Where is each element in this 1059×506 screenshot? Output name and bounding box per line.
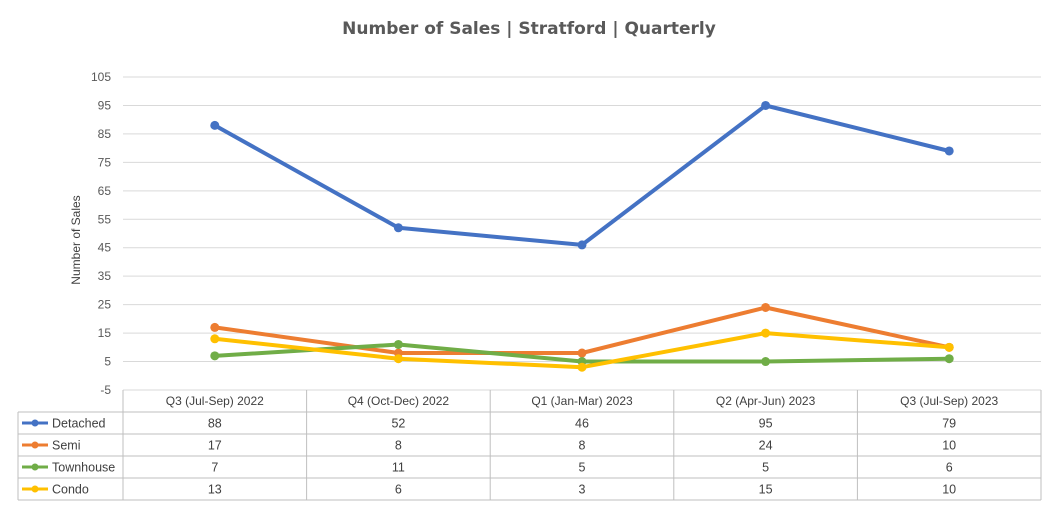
y-tick-label: 15 — [98, 326, 112, 340]
series-lines — [210, 100, 954, 372]
data-label: 5 — [762, 461, 769, 475]
table-row-condo: Condo 13 6 3 15 10 — [22, 483, 956, 497]
data-label: 6 — [946, 461, 953, 475]
data-point — [944, 146, 954, 156]
table-row-detached: Detached 88 52 46 95 79 — [22, 417, 956, 431]
series-condo — [210, 328, 954, 372]
y-tick-label: 85 — [98, 127, 112, 141]
data-point — [210, 322, 220, 332]
data-label: 17 — [208, 439, 222, 453]
data-point — [393, 339, 403, 349]
data-label: 8 — [579, 439, 586, 453]
chart-title: Number of Sales | Stratford | Quarterly — [342, 19, 716, 39]
data-point — [577, 348, 587, 358]
series-detached — [210, 100, 954, 250]
legend-key-marker — [31, 419, 39, 427]
data-label: 52 — [391, 417, 405, 431]
y-axis-ticks: 105 95 85 75 65 55 45 35 25 15 5 -5 — [91, 70, 111, 397]
data-table: Q3 (Jul-Sep) 2022 Q4 (Oct-Dec) 2022 Q1 (Ja… — [17, 390, 1042, 501]
series-line-detached — [212, 103, 952, 247]
series-name: Condo — [52, 483, 89, 497]
data-label: 11 — [392, 461, 405, 475]
data-label: 3 — [579, 483, 586, 497]
y-axis-label: Number of Sales — [69, 195, 83, 284]
series-name: Detached — [52, 417, 106, 431]
y-tick-label: 75 — [98, 155, 112, 169]
data-label: 46 — [575, 417, 589, 431]
data-point — [944, 342, 954, 352]
data-label: 5 — [579, 461, 586, 475]
y-tick-label: 35 — [98, 269, 112, 283]
data-point — [210, 334, 220, 344]
data-label: 10 — [942, 439, 956, 453]
data-label: 8 — [395, 439, 402, 453]
data-label: 79 — [942, 417, 956, 431]
legend-key-marker — [31, 485, 39, 493]
y-tick-label: 25 — [98, 298, 112, 312]
legend-key-marker — [31, 463, 39, 471]
data-point — [210, 120, 220, 130]
y-tick-label: 5 — [104, 355, 111, 369]
data-point — [210, 351, 220, 361]
data-label: 15 — [759, 483, 773, 497]
category-label: Q3 (Jul-Sep) 2022 — [166, 394, 264, 408]
y-tick-label: 55 — [98, 212, 112, 226]
data-label: 10 — [942, 483, 956, 497]
series-townhouse — [210, 339, 954, 367]
data-point — [577, 362, 587, 372]
data-point — [393, 223, 403, 233]
data-point — [761, 100, 771, 110]
data-label: 13 — [208, 483, 222, 497]
series-name: Townhouse — [52, 461, 115, 475]
legend-key-marker — [31, 441, 39, 449]
series-line-semi — [212, 305, 952, 355]
data-point — [577, 240, 587, 250]
y-tick-label: 105 — [91, 70, 111, 84]
table-row-semi: Semi 17 8 8 24 10 — [22, 439, 956, 453]
data-point — [761, 302, 771, 312]
data-label: 24 — [759, 439, 773, 453]
data-label: 6 — [395, 483, 402, 497]
y-tick-label: 65 — [98, 184, 112, 198]
data-label: 88 — [208, 417, 222, 431]
series-name: Semi — [52, 439, 80, 453]
y-tick-label: -5 — [100, 383, 111, 397]
data-point — [393, 354, 403, 364]
y-tick-label: 95 — [98, 98, 112, 112]
y-tick-label: 45 — [98, 241, 112, 255]
table-row-townhouse: Townhouse 7 11 5 5 6 — [22, 461, 953, 475]
data-label: 95 — [759, 417, 773, 431]
data-label: 7 — [211, 461, 218, 475]
category-label: Q4 (Oct-Dec) 2022 — [348, 394, 450, 408]
category-label: Q2 (Apr-Jun) 2023 — [716, 394, 816, 408]
data-point — [944, 354, 954, 364]
data-point — [761, 357, 771, 367]
category-label: Q1 (Jan-Mar) 2023 — [531, 394, 633, 408]
category-label: Q3 (Jul-Sep) 2023 — [900, 394, 998, 408]
data-point — [761, 328, 771, 338]
